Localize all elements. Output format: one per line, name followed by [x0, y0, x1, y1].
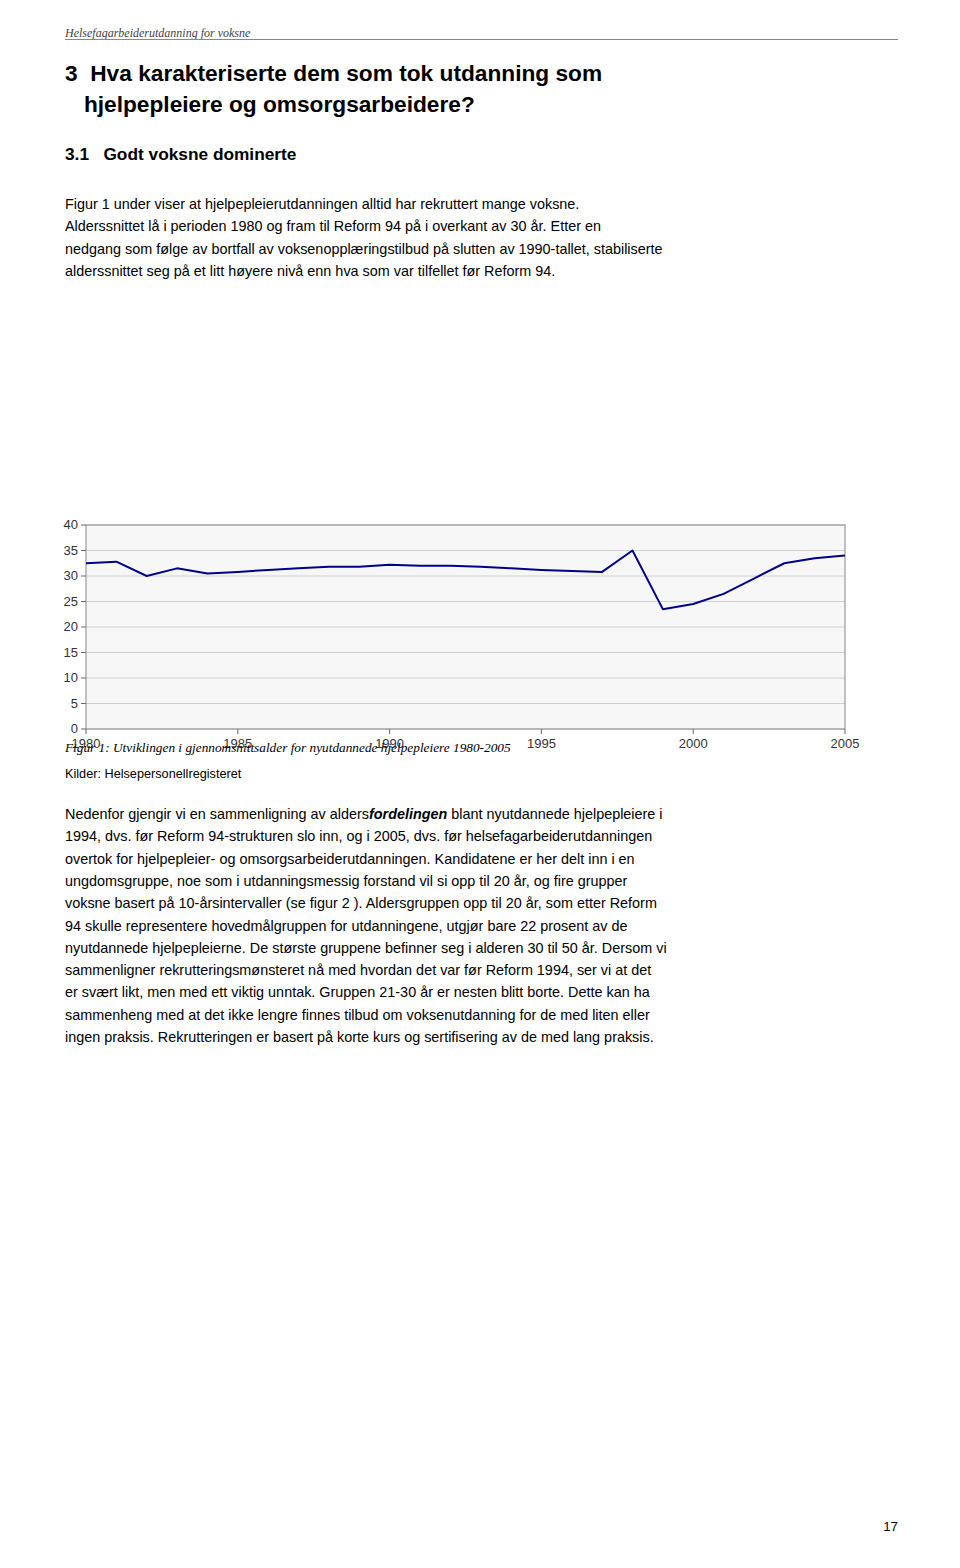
x-tick	[389, 729, 390, 734]
y-tick-label: 35	[64, 543, 78, 558]
y-tick	[81, 678, 86, 679]
x-tick-label: 2000	[679, 736, 708, 751]
paragraph-line: ingen praksis. Rekrutteringen er basert …	[65, 1026, 654, 1048]
y-tick-label: 25	[64, 594, 78, 609]
paragraph-line: overtok for hjelpepleier- og omsorgsarbe…	[65, 848, 635, 870]
plot-frame	[86, 525, 845, 729]
paragraph-text: blant nyutdannede hjelpepleiere i	[447, 806, 662, 822]
y-tick-label: 40	[64, 517, 78, 532]
paragraph-line: Alderssnittet lå i perioden 1980 og fram…	[65, 215, 601, 237]
x-tick	[845, 729, 846, 734]
chapter-title: hjelpepleiere og omsorgsarbeidere?	[65, 89, 475, 120]
figure-caption: Figur 1: Utviklingen i gjennomsnittsalde…	[65, 740, 511, 756]
y-tick	[81, 627, 86, 628]
chart: 0510152025303540198019851990199520002005	[0, 495, 960, 755]
x-tick-label: 1995	[527, 736, 556, 751]
plot-area	[86, 525, 845, 729]
y-tick-label: 20	[64, 619, 78, 634]
y-tick	[81, 550, 86, 551]
figure-source: Kilder: Helsepersonellregisteret	[65, 767, 241, 781]
paragraph-line: voksne basert på 10-årsintervaller (se f…	[65, 892, 657, 914]
x-tick	[86, 729, 87, 734]
paragraph-line: ungdomsgruppe, noe som i utdanningsmessi…	[65, 870, 627, 892]
grid-line	[86, 703, 845, 704]
paragraph-line: nyutdannede hjelpepleierne. De største g…	[65, 937, 667, 959]
y-tick-label: 15	[64, 645, 78, 660]
y-tick-label: 5	[71, 696, 78, 711]
data-line	[86, 551, 845, 610]
x-tick	[693, 729, 694, 734]
paragraph-line: sammenheng med at det ikke lengre finnes…	[65, 1004, 650, 1026]
page-number: 17	[883, 1519, 898, 1534]
paragraph-line: Nedenfor gjengir vi en sammenligning av …	[65, 803, 663, 825]
y-tick	[81, 652, 86, 653]
grid-line	[86, 576, 845, 577]
y-tick	[81, 576, 86, 577]
x-tick	[237, 729, 238, 734]
grid-line	[86, 652, 845, 653]
y-tick	[81, 525, 86, 526]
paragraph-line: 94 skulle representere hovedmålgruppen f…	[65, 915, 627, 937]
paragraph-line: 1994, dvs. før Reform 94-strukturen slo …	[65, 825, 652, 847]
paragraph-line: sammenligner rekrutteringsmønsteret nå m…	[65, 959, 651, 981]
paragraph-line: Figur 1 under viser at hjelpepleierutdan…	[65, 193, 579, 215]
grid-line	[86, 550, 845, 551]
x-tick-label: 2005	[831, 736, 860, 751]
y-tick	[81, 601, 86, 602]
grid-line	[86, 601, 845, 602]
section-title: 3.1 Godt voksne dominerte	[65, 144, 296, 165]
y-tick	[81, 703, 86, 704]
y-tick	[81, 729, 86, 730]
header-rule	[65, 39, 898, 40]
x-tick	[541, 729, 542, 734]
paragraph-text: Nedenfor gjengir vi en sammenligning av …	[65, 806, 369, 822]
grid-line	[86, 678, 845, 679]
y-tick-label: 30	[64, 568, 78, 583]
paragraph-line: er svært likt, men med ett viktig unntak…	[65, 981, 650, 1003]
y-tick-label: 0	[71, 721, 78, 736]
emphasis: fordelingen	[369, 806, 447, 822]
grid-line	[86, 627, 845, 628]
y-tick-label: 10	[64, 670, 78, 685]
paragraph-line: alderssnittet seg på et litt høyere nivå…	[65, 260, 555, 282]
paragraph-line: nedgang som følge av bortfall av vokseno…	[65, 238, 663, 260]
chapter-title: 3 Hva karakteriserte dem som tok utdanni…	[65, 58, 602, 89]
